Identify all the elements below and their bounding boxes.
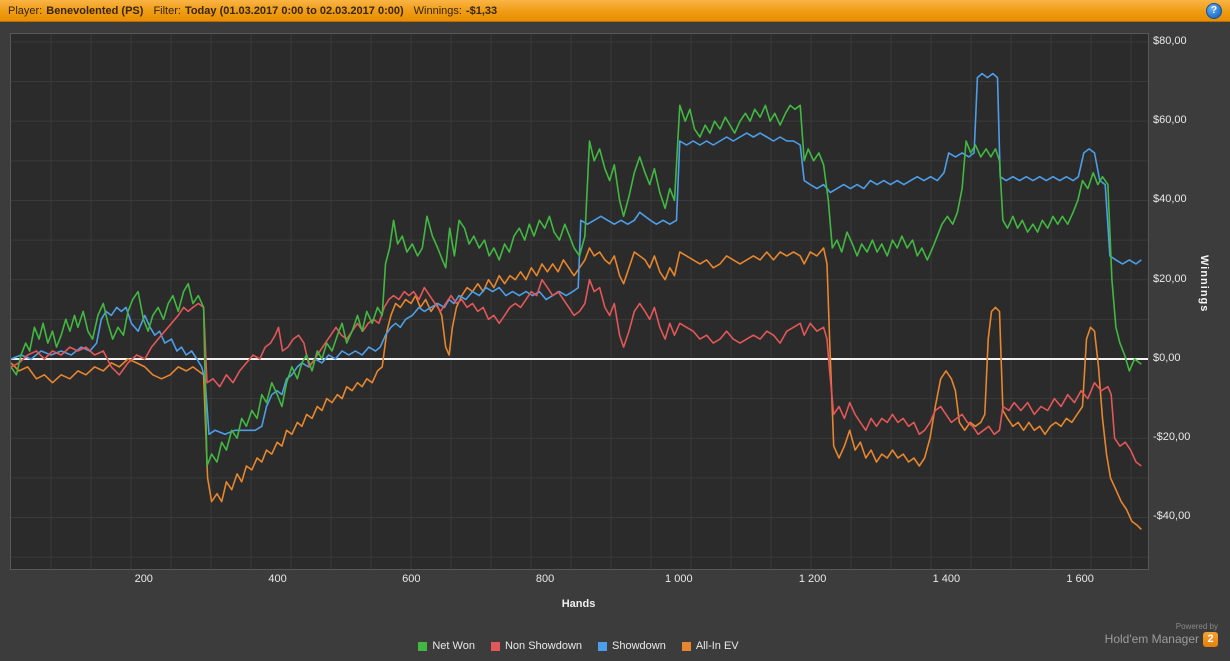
series-line-non-showdown <box>11 278 1142 467</box>
legend-item-net-won[interactable]: Net Won <box>418 640 475 652</box>
x-tick-label: 1 600 <box>1066 573 1094 585</box>
x-tick-label: 1 200 <box>798 573 827 585</box>
help-icon[interactable]: ? <box>1206 2 1222 19</box>
x-tick-label: 600 <box>402 573 421 585</box>
legend-item-non-showdown[interactable]: Non Showdown <box>490 640 583 652</box>
x-tick-label: 1 000 <box>665 573 693 585</box>
legend-swatch <box>681 641 691 651</box>
series-line-net-won <box>11 104 1142 467</box>
powered-by-text: Powered by <box>1175 622 1218 631</box>
graph-plot-area[interactable] <box>10 33 1149 570</box>
legend-swatch <box>490 641 500 651</box>
winnings-label: Winnings: <box>413 4 462 17</box>
filter-value: Today (01.03.2017 0:00 to 02.03.2017 0:0… <box>184 4 404 17</box>
y-axis-title: Winnings <box>1198 255 1210 313</box>
chart-legend: Net Won Non Showdown Showdown All-In EV <box>10 640 1147 652</box>
legend-label: Non Showdown <box>504 640 583 652</box>
player-name: Benevolented (PS) <box>46 4 144 17</box>
hm2-logo-badge: 2 <box>1203 631 1218 647</box>
series-line-showdown <box>11 72 1142 436</box>
player-label: Player: <box>8 4 43 17</box>
y-tick-label: $80,00 <box>1153 34 1187 47</box>
y-tick-label: $40,00 <box>1153 193 1187 206</box>
y-tick-label: -$40,00 <box>1153 510 1191 523</box>
series-line-all-in-ev <box>11 247 1142 530</box>
legend-swatch <box>418 641 428 651</box>
x-tick-label: 800 <box>535 573 555 585</box>
brand-name: Hold'em Manager <box>1104 631 1199 646</box>
winnings-value: -$1,33 <box>465 4 498 17</box>
x-axis-title: Hands <box>561 598 596 610</box>
y-tick-label: $60,00 <box>1153 114 1187 127</box>
legend-item-all-in-ev[interactable]: All-In EV <box>681 640 739 652</box>
legend-item-showdown[interactable]: Showdown <box>598 640 666 652</box>
status-bar: Player: Benevolented (PS) Filter: Today … <box>0 0 1230 22</box>
x-tick-label: 400 <box>268 573 287 585</box>
x-tick-label: 200 <box>134 573 153 585</box>
x-tick-label: 1 400 <box>932 573 961 585</box>
legend-label: Net Won <box>432 640 475 652</box>
legend-label: All-In EV <box>695 640 739 652</box>
legend-swatch <box>598 641 608 651</box>
y-tick-label: $20,00 <box>1153 272 1187 285</box>
winnings-chart[interactable] <box>11 34 1148 569</box>
branding: Powered by Hold'em Manager 2 <box>1105 622 1218 647</box>
legend-label: Showdown <box>612 640 666 652</box>
y-tick-label: $0,00 <box>1153 351 1181 364</box>
filter-label: Filter: <box>153 4 181 17</box>
y-tick-label: -$20,00 <box>1153 431 1191 444</box>
